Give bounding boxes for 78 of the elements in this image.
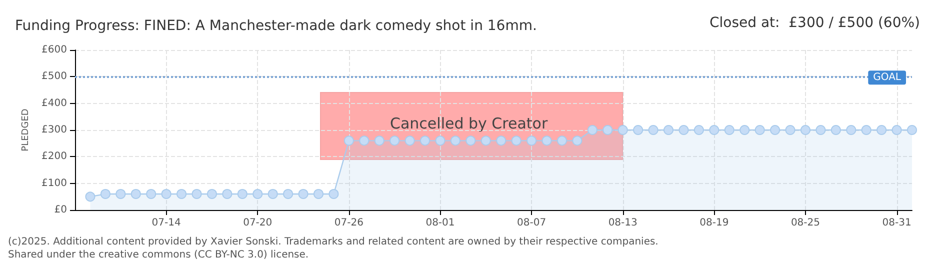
ref-line-label: GOAL bbox=[873, 72, 902, 84]
point bbox=[100, 189, 110, 199]
point bbox=[404, 136, 415, 146]
point bbox=[237, 189, 248, 199]
point bbox=[724, 125, 734, 135]
point bbox=[496, 136, 506, 146]
point bbox=[435, 136, 446, 146]
point bbox=[146, 189, 156, 199]
x-tick-label: 08-19 bbox=[700, 218, 729, 228]
chart-subtitle: Closed at: £300 / £500 (60%) bbox=[709, 15, 920, 31]
point bbox=[770, 125, 780, 135]
y-tick-label: £400 bbox=[42, 98, 67, 109]
y-tick-label: £600 bbox=[42, 44, 67, 56]
point bbox=[830, 125, 841, 135]
y-tick-label: £300 bbox=[42, 124, 67, 136]
point bbox=[754, 125, 765, 135]
text: Shared under the creative commons (CC BY-NC 3.0) license. bbox=[8, 250, 309, 260]
x-tick-label: 08-31 bbox=[882, 218, 912, 228]
x-tick-label: 08-01 bbox=[426, 218, 455, 228]
point bbox=[192, 189, 202, 199]
point bbox=[511, 136, 522, 146]
point bbox=[206, 189, 217, 199]
x-tick-label: 08-25 bbox=[790, 218, 820, 228]
point bbox=[176, 189, 187, 199]
point bbox=[678, 125, 689, 135]
point bbox=[420, 136, 430, 146]
point bbox=[374, 136, 384, 146]
point bbox=[116, 189, 126, 199]
point bbox=[861, 125, 872, 135]
y-tick-label: £0 bbox=[54, 204, 67, 216]
chart-title: Funding Progress: FINED: A Manchester-made dark comedy shot in 16mm. bbox=[15, 18, 537, 34]
point bbox=[344, 136, 354, 146]
point bbox=[664, 125, 674, 135]
point bbox=[800, 125, 810, 135]
y-tick-label: £200 bbox=[42, 151, 67, 162]
point bbox=[542, 136, 552, 146]
annotation: Cancelled by Creator bbox=[390, 114, 548, 132]
point bbox=[816, 125, 826, 135]
point bbox=[633, 125, 644, 135]
point bbox=[556, 136, 567, 146]
point bbox=[298, 189, 308, 199]
point bbox=[785, 125, 796, 135]
point bbox=[694, 125, 704, 135]
x-tick-label: 07-20 bbox=[243, 218, 272, 228]
point bbox=[268, 189, 278, 199]
x-tick-label: 08-07 bbox=[517, 218, 546, 228]
point bbox=[450, 136, 460, 146]
point bbox=[130, 189, 141, 199]
point bbox=[526, 136, 537, 146]
y-axis-title: PLEDGED bbox=[21, 108, 32, 152]
point bbox=[572, 136, 582, 146]
point bbox=[648, 125, 658, 135]
point bbox=[390, 136, 400, 146]
point bbox=[618, 125, 628, 135]
point bbox=[602, 125, 613, 135]
point bbox=[314, 189, 324, 199]
point bbox=[466, 136, 476, 146]
point bbox=[740, 125, 750, 135]
point bbox=[907, 125, 917, 135]
point bbox=[480, 136, 491, 146]
point bbox=[846, 125, 856, 135]
point bbox=[85, 192, 96, 202]
y-tick-label: £100 bbox=[42, 178, 67, 189]
point bbox=[252, 189, 263, 199]
point bbox=[892, 125, 902, 135]
point bbox=[161, 189, 172, 199]
x-tick-label: 08-13 bbox=[608, 218, 638, 228]
point bbox=[587, 125, 598, 135]
point bbox=[876, 125, 887, 135]
x-tick-label: 07-14 bbox=[152, 218, 181, 228]
point bbox=[328, 189, 339, 199]
point bbox=[222, 189, 232, 199]
x-tick-label: 07-26 bbox=[334, 218, 364, 228]
point bbox=[359, 136, 370, 146]
point bbox=[709, 125, 720, 135]
text: (c)2025. Additional content provided by Xavier Sonski. Trademarks and related content are owned by their respective companies. bbox=[8, 236, 658, 248]
y-tick-label: £500 bbox=[42, 71, 67, 82]
point bbox=[283, 189, 294, 199]
